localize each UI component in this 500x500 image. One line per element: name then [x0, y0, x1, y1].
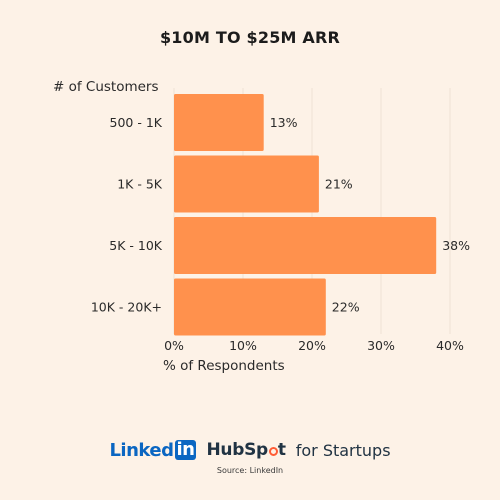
bar — [174, 217, 437, 274]
data-label: 21% — [325, 177, 353, 192]
x-tick-label: 0% — [164, 338, 184, 353]
category-label: 5K - 10K — [109, 238, 163, 253]
linkedin-wordmark: Linked — [109, 439, 174, 461]
hubspot-sprocket-icon — [268, 446, 278, 456]
data-label: 38% — [442, 238, 470, 253]
x-tick-label: 40% — [436, 338, 464, 353]
bar — [174, 94, 264, 151]
bar-chart: 0% 10% 20% 30% 40% 500 - 1K 13% 1K - 5K 21% 5K - … — [53, 79, 470, 374]
chart-title: $10M TO $25M ARR — [159, 28, 341, 47]
category-label: 1K - 5K — [117, 177, 163, 192]
bar — [174, 278, 326, 336]
linkedin-logo: Linked in — [109, 439, 197, 461]
x-axis-title: % of Respondents — [163, 358, 285, 374]
bar — [174, 155, 319, 213]
hubspot-logo: HubSp t — [206, 440, 286, 460]
x-tick-label: 30% — [367, 338, 395, 353]
source-note: Source: LinkedIn — [216, 466, 284, 475]
y-axis-title: # of Customers — [53, 79, 159, 95]
hubspot-wordmark-end: t — [277, 440, 286, 460]
data-label: 22% — [332, 300, 360, 315]
logo-row: Linked in HubSp t for Startups — [0, 438, 500, 462]
for-startups-text: for Startups — [295, 440, 391, 460]
x-tick-label: 20% — [298, 338, 326, 353]
data-label: 13% — [270, 115, 298, 130]
x-tick-label: 10% — [229, 338, 257, 353]
bar-layer — [174, 94, 437, 336]
hubspot-wordmark-start: HubSp — [206, 440, 268, 460]
label-layer: 0% 10% 20% 30% 40% 500 - 1K 13% 1K - 5K 21% 5K - … — [91, 115, 470, 353]
category-label: 10K - 20K+ — [91, 300, 162, 315]
category-label: 500 - 1K — [110, 115, 163, 130]
linkedin-in-badge: in — [174, 439, 197, 460]
